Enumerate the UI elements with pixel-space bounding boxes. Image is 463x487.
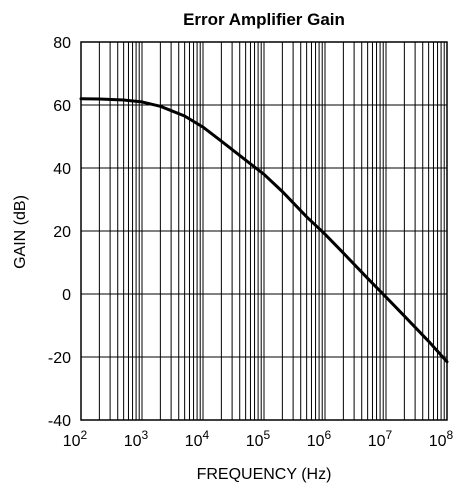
- x-tick-label: 108: [429, 428, 454, 450]
- x-tick-label: 103: [124, 428, 149, 450]
- x-tick-label: 102: [63, 428, 88, 450]
- y-tick-label: 60: [53, 98, 71, 115]
- x-tick-label: 106: [307, 428, 332, 450]
- y-tick-label: 20: [53, 224, 71, 241]
- x-axis-label: FREQUENCY (Hz): [197, 466, 332, 483]
- y-tick-labels: 80 60 40 20 0 -20 -40: [48, 35, 71, 430]
- y-tick-label: 80: [53, 35, 71, 52]
- y-tick-label: -40: [48, 413, 71, 430]
- plot-area: [80, 41, 448, 421]
- y-tick-label: 0: [62, 287, 71, 304]
- y-tick-label: 40: [53, 161, 71, 178]
- x-tick-label: 105: [246, 428, 271, 450]
- x-tick-labels: 102 103 104 105 106 107 108: [63, 428, 454, 450]
- series-layer: [79, 97, 449, 364]
- grid: [80, 41, 448, 421]
- gain-curve: [79, 97, 449, 364]
- y-axis-label: GAIN (dB): [12, 195, 29, 269]
- x-tick-label: 104: [185, 428, 210, 450]
- x-tick-label: 107: [368, 428, 393, 450]
- chart-title: Error Amplifier Gain: [183, 10, 345, 29]
- y-tick-label: -20: [48, 350, 71, 367]
